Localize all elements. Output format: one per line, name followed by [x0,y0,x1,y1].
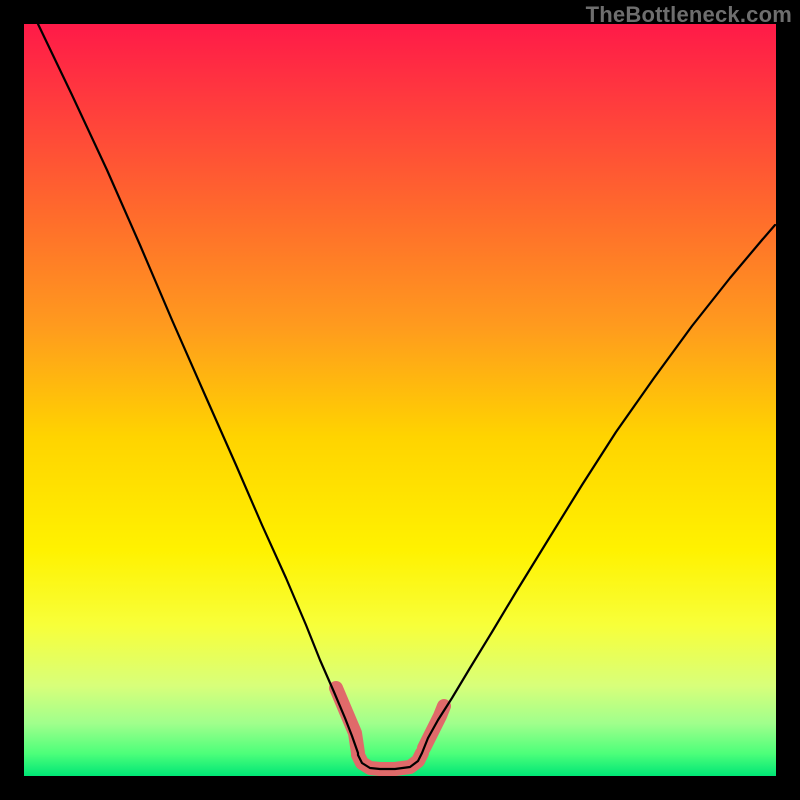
plot-gradient-rect [24,24,776,776]
bottleneck-chart-svg [0,0,800,800]
watermark-text: TheBottleneck.com [586,2,792,28]
